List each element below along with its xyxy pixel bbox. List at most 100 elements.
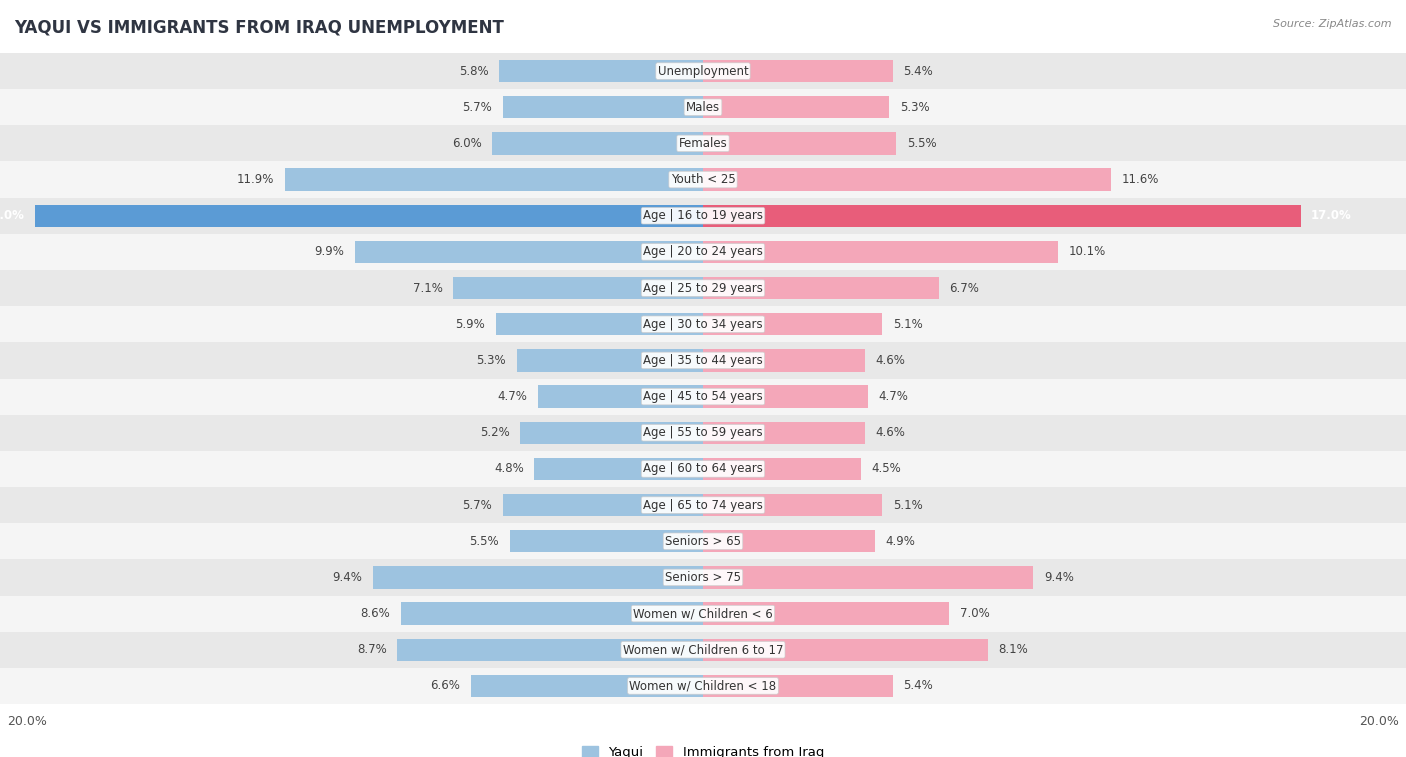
Bar [703,241,1057,263]
Bar [471,674,703,697]
Bar [0,270,1406,306]
Text: Age | 35 to 44 years: Age | 35 to 44 years [643,354,763,367]
Text: Age | 30 to 34 years: Age | 30 to 34 years [643,318,763,331]
Bar [454,277,703,299]
Bar [354,241,703,263]
Bar [496,313,703,335]
Text: Age | 60 to 64 years: Age | 60 to 64 years [643,463,763,475]
Text: YAQUI VS IMMIGRANTS FROM IRAQ UNEMPLOYMENT: YAQUI VS IMMIGRANTS FROM IRAQ UNEMPLOYME… [14,19,503,37]
Bar [0,487,1406,523]
Text: Age | 55 to 59 years: Age | 55 to 59 years [643,426,763,439]
Bar [703,385,869,408]
Text: Females: Females [679,137,727,150]
Bar [0,126,1406,161]
Text: 5.5%: 5.5% [907,137,936,150]
Text: 10.1%: 10.1% [1069,245,1105,258]
Text: Unemployment: Unemployment [658,64,748,77]
Bar [492,132,703,154]
Text: Males: Males [686,101,720,114]
Text: Age | 20 to 24 years: Age | 20 to 24 years [643,245,763,258]
Text: Age | 65 to 74 years: Age | 65 to 74 years [643,499,763,512]
Text: 11.6%: 11.6% [1122,173,1159,186]
Text: 8.1%: 8.1% [998,643,1028,656]
Bar [401,603,703,625]
Bar [503,494,703,516]
Text: 19.0%: 19.0% [0,209,25,223]
Legend: Yaqui, Immigrants from Iraq: Yaqui, Immigrants from Iraq [582,746,824,757]
Bar [703,60,893,83]
Text: 7.1%: 7.1% [413,282,443,294]
Bar [703,603,949,625]
Bar [373,566,703,589]
Bar [703,168,1111,191]
Text: 20.0%: 20.0% [1360,715,1399,728]
Bar [0,378,1406,415]
Text: 5.2%: 5.2% [479,426,510,439]
Bar [537,385,703,408]
Bar [0,161,1406,198]
Bar [0,342,1406,378]
Text: 6.6%: 6.6% [430,680,461,693]
Text: 7.0%: 7.0% [960,607,990,620]
Text: 5.8%: 5.8% [458,64,489,77]
Text: 5.5%: 5.5% [470,534,499,548]
Bar [703,422,865,444]
Text: 5.3%: 5.3% [477,354,506,367]
Text: 9.9%: 9.9% [315,245,344,258]
Bar [285,168,703,191]
Bar [703,204,1301,227]
Bar [703,277,939,299]
Text: 8.6%: 8.6% [360,607,391,620]
Bar [703,674,893,697]
Bar [0,559,1406,596]
Bar [0,415,1406,451]
Text: Women w/ Children 6 to 17: Women w/ Children 6 to 17 [623,643,783,656]
Bar [703,313,883,335]
Text: 4.8%: 4.8% [494,463,524,475]
Text: 8.7%: 8.7% [357,643,387,656]
Text: 5.1%: 5.1% [893,318,922,331]
Text: 4.5%: 4.5% [872,463,901,475]
Bar [517,349,703,372]
Text: 9.4%: 9.4% [1043,571,1074,584]
Bar [499,60,703,83]
Text: Age | 45 to 54 years: Age | 45 to 54 years [643,390,763,403]
Text: Youth < 25: Youth < 25 [671,173,735,186]
Text: 9.4%: 9.4% [332,571,363,584]
Text: Source: ZipAtlas.com: Source: ZipAtlas.com [1274,19,1392,29]
Text: 4.9%: 4.9% [886,534,915,548]
Text: 5.3%: 5.3% [900,101,929,114]
Bar [703,458,860,480]
Bar [0,668,1406,704]
Bar [534,458,703,480]
Bar [703,349,865,372]
Text: 4.7%: 4.7% [498,390,527,403]
Bar [0,89,1406,126]
Text: 5.7%: 5.7% [463,101,492,114]
Bar [703,96,889,118]
Bar [0,53,1406,89]
Bar [398,639,703,661]
Text: 20.0%: 20.0% [7,715,46,728]
Bar [703,132,897,154]
Bar [0,306,1406,342]
Text: 5.9%: 5.9% [456,318,485,331]
Text: Age | 25 to 29 years: Age | 25 to 29 years [643,282,763,294]
Bar [0,596,1406,631]
Text: Seniors > 65: Seniors > 65 [665,534,741,548]
Text: Women w/ Children < 6: Women w/ Children < 6 [633,607,773,620]
Bar [703,639,987,661]
Text: 5.1%: 5.1% [893,499,922,512]
Text: 5.4%: 5.4% [904,680,934,693]
Text: 11.9%: 11.9% [236,173,274,186]
Text: 4.7%: 4.7% [879,390,908,403]
Bar [0,198,1406,234]
Bar [0,234,1406,270]
Text: 4.6%: 4.6% [875,426,905,439]
Bar [0,631,1406,668]
Text: 17.0%: 17.0% [1312,209,1351,223]
Text: 5.4%: 5.4% [904,64,934,77]
Bar [0,451,1406,487]
Text: 6.7%: 6.7% [949,282,979,294]
Bar [510,530,703,553]
